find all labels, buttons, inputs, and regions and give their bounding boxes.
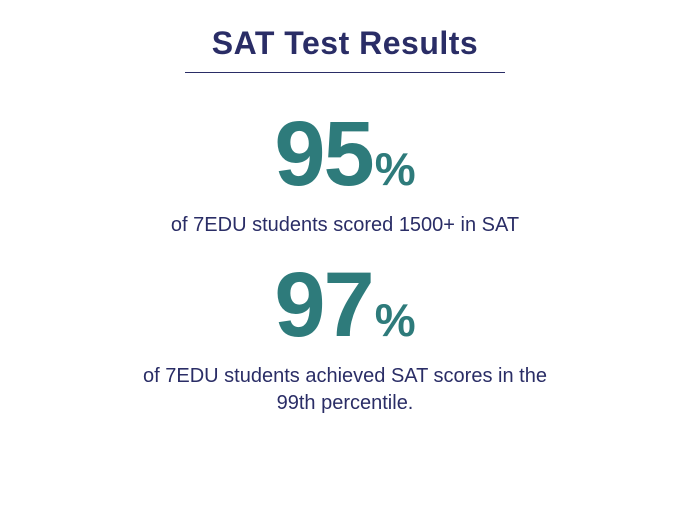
page-title: SAT Test Results xyxy=(212,25,478,62)
stat-block-2: 97 % of 7EDU students achieved SAT score… xyxy=(125,259,565,417)
stat-caption: of 7EDU students achieved SAT scores in … xyxy=(125,363,565,417)
percent-sign: % xyxy=(375,146,416,192)
stat-block-1: 95 % of 7EDU students scored 1500+ in SA… xyxy=(171,108,519,239)
stat-number-wrap: 95 % xyxy=(274,108,415,200)
stat-value: 97 xyxy=(274,259,372,351)
percent-sign: % xyxy=(375,297,416,343)
stat-caption: of 7EDU students scored 1500+ in SAT xyxy=(171,212,519,239)
stat-value: 95 xyxy=(274,108,372,200)
title-divider xyxy=(185,72,505,73)
stat-number-wrap: 97 % xyxy=(274,259,415,351)
